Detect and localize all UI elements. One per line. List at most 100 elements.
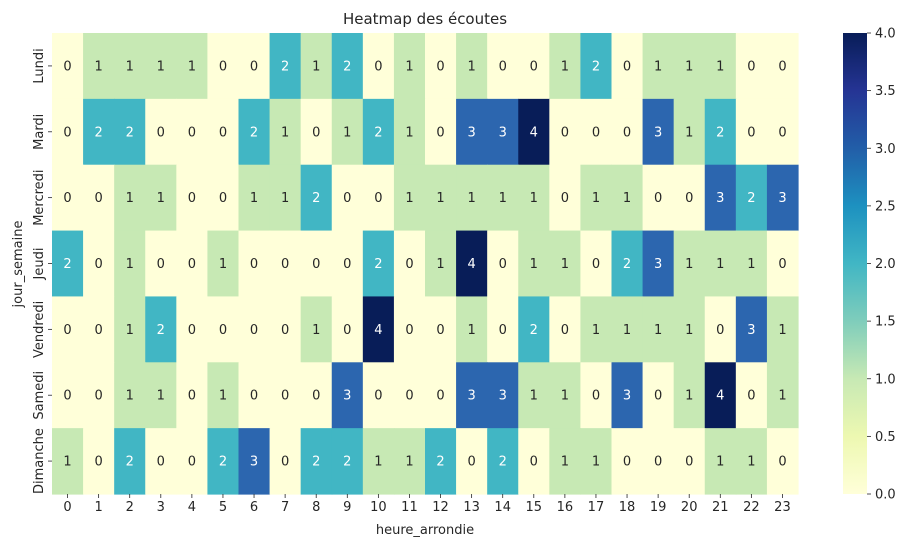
- cell-value-label: 1: [561, 257, 569, 272]
- y-tick-label: Mardi: [32, 114, 47, 150]
- heatmap-cell: [331, 164, 364, 232]
- heatmap-cell: [549, 98, 582, 166]
- cell-value-label: 1: [126, 191, 134, 206]
- cell-value-label: 3: [716, 191, 724, 206]
- heatmap-cell: [114, 164, 146, 232]
- heatmap-cell: [362, 296, 395, 363]
- heatmap-cell: [580, 296, 613, 363]
- cell-value-label: 0: [747, 389, 755, 404]
- heatmap-cell: [300, 33, 333, 100]
- cell-value-label: 1: [126, 323, 134, 338]
- x-tick-label: 13: [463, 500, 480, 515]
- heatmap-cell: [362, 362, 395, 429]
- x-tick-label: 17: [588, 500, 605, 515]
- cell-value-label: 0: [188, 389, 196, 404]
- cell-value-label: 3: [654, 257, 662, 272]
- x-tick-label: 16: [557, 500, 574, 515]
- heatmap-cell: [766, 33, 799, 100]
- cell-value-label: 0: [343, 323, 351, 338]
- heatmap-cell: [393, 98, 426, 166]
- cell-value-label: 2: [312, 191, 320, 206]
- cell-value-label: 3: [499, 389, 507, 404]
- cell-value-label: 1: [467, 323, 475, 338]
- cell-value-label: 0: [188, 125, 196, 140]
- colorbar-tick-label: 3.0: [875, 142, 896, 157]
- heatmap-cell: [176, 33, 209, 100]
- y-tick-label: Samedi: [32, 371, 47, 420]
- heatmap-cell: [580, 33, 613, 100]
- heatmap-cell: [735, 296, 768, 363]
- heatmap-cell: [300, 428, 333, 495]
- cell-value-label: 3: [747, 323, 755, 338]
- cell-value-label: 3: [499, 125, 507, 140]
- heatmap-cell: [487, 98, 519, 166]
- cell-value-label: 0: [219, 323, 227, 338]
- heatmap-cell: [114, 230, 146, 298]
- heatmap-cell: [176, 230, 209, 298]
- cell-value-label: 0: [94, 323, 102, 338]
- cell-value-label: 0: [63, 389, 71, 404]
- heatmap-cell: [300, 230, 333, 298]
- heatmap-cell: [487, 428, 519, 495]
- x-tick-label: 19: [650, 500, 667, 515]
- cell-value-label: 1: [219, 257, 227, 272]
- heatmap-cell: [611, 362, 644, 429]
- heatmap-cell: [362, 428, 395, 495]
- cell-value-label: 0: [188, 191, 196, 206]
- cell-value-label: 0: [778, 125, 786, 140]
- cell-value-label: 1: [530, 191, 538, 206]
- x-axis-ticks: 0 1 2 3 4 5 6 7 8 9 10 11 12 13 14 15 16 17 18 19 20 21 22 23: [63, 494, 791, 515]
- cell-value-label: 4: [374, 323, 382, 338]
- colorbar-tick-label: 2.0: [875, 257, 896, 272]
- cell-value-label: 0: [499, 323, 507, 338]
- colorbar: [843, 33, 867, 494]
- heatmap-cell: [580, 164, 613, 232]
- heatmap-cell: [207, 428, 240, 495]
- heatmap-cell: [704, 98, 737, 166]
- cell-value-label: 1: [499, 191, 507, 206]
- heatmap-cell: [269, 33, 302, 100]
- heatmap-cell: [642, 164, 675, 232]
- cell-value-label: 1: [778, 323, 786, 338]
- heatmap-cell: [176, 164, 209, 232]
- heatmap-cell: [673, 230, 706, 298]
- heatmap-cell: [518, 428, 550, 495]
- heatmap-cell: [238, 230, 271, 298]
- cell-value-label: 0: [188, 455, 196, 470]
- cell-value-label: 0: [250, 389, 258, 404]
- heatmap-cell: [83, 230, 115, 298]
- cell-value-label: 1: [436, 257, 444, 272]
- heatmap-cell: [642, 428, 675, 495]
- cell-value-label: 2: [63, 257, 71, 272]
- heatmap-cell: [331, 296, 364, 363]
- cell-value-label: 0: [778, 59, 786, 74]
- cell-value-label: 0: [157, 455, 165, 470]
- heatmap-cell: [518, 33, 550, 100]
- cell-value-label: 2: [436, 455, 444, 470]
- cell-value-label: 0: [281, 389, 289, 404]
- heatmap-cell: [393, 428, 426, 495]
- heatmap-cell: [425, 33, 457, 100]
- heatmap-cell: [114, 428, 146, 495]
- cell-value-label: 0: [530, 59, 538, 74]
- cell-value-label: 1: [592, 455, 600, 470]
- heatmap-cell: [580, 362, 613, 429]
- heatmap-cell: [735, 428, 768, 495]
- cell-value-label: 1: [250, 191, 258, 206]
- x-tick-label: 11: [401, 500, 418, 515]
- heatmap-cell: [238, 98, 271, 166]
- heatmap-cell: [456, 33, 488, 100]
- cell-value-label: 0: [219, 125, 227, 140]
- heatmap-cell: [487, 296, 519, 363]
- heatmap-cell: [518, 164, 550, 232]
- heatmap-cell: [114, 362, 146, 429]
- cell-value-label: 1: [405, 191, 413, 206]
- heatmap-cell: [611, 33, 644, 100]
- cell-value-label: 1: [467, 59, 475, 74]
- cell-value-label: 1: [405, 125, 413, 140]
- heatmap-cell: [766, 296, 799, 363]
- cell-value-label: 1: [343, 125, 351, 140]
- cell-value-label: 1: [94, 59, 102, 74]
- cell-value-label: 1: [654, 323, 662, 338]
- colorbar-tick-label: 1.0: [875, 372, 896, 387]
